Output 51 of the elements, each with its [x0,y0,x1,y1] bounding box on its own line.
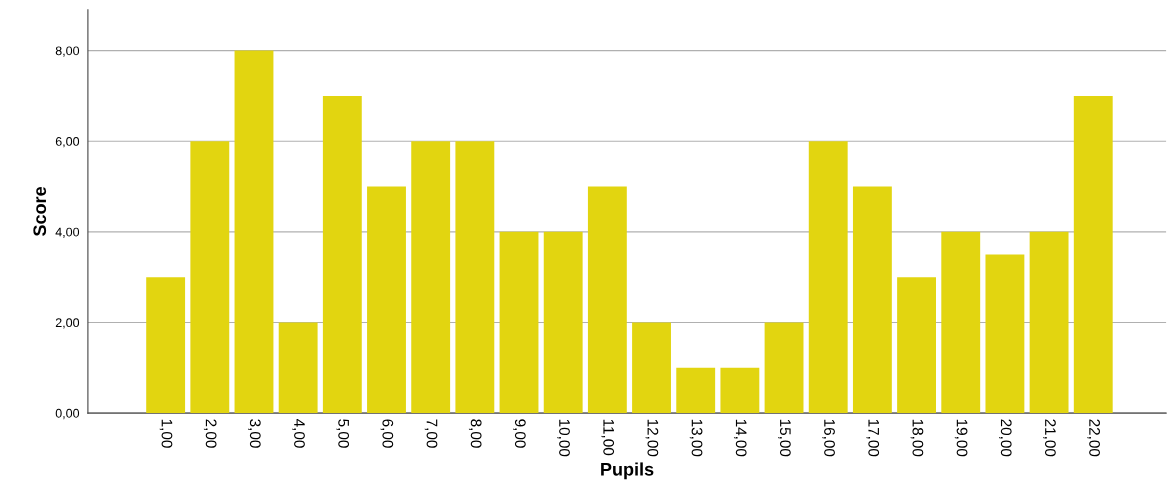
bar [234,50,274,414]
bar [190,141,230,414]
x-tick-label: 13,00 [689,419,703,457]
y-tick-label: 8,00 [55,46,80,57]
y-tick-label: 6,00 [55,137,80,148]
x-tick-label: 15,00 [778,419,791,457]
x-tick-label: 17,00 [866,419,880,457]
bar [764,322,804,414]
x-tick-label: 7,00 [424,419,438,448]
x-tick-label: 3,00 [248,419,261,448]
x-tick-label: 1,00 [159,419,173,448]
x-axis-title: Pupils [601,462,654,480]
bar [632,322,671,414]
y-axis-title: Score [33,186,47,237]
x-tick-label: 9,00 [513,419,526,448]
bar [455,141,495,414]
bar [897,277,936,414]
y-tick-label: 4,00 [55,227,80,238]
x-tick-label: 19,00 [954,419,968,457]
x-tick-label: 18,00 [910,419,924,457]
bar [322,95,362,414]
x-tick-label: 4,00 [292,418,305,448]
bar [808,141,848,414]
bar [146,277,186,414]
bar [278,322,318,414]
x-tick-label: 22,00 [1087,419,1100,457]
x-tick-label: 5,00 [336,419,350,448]
y-tick-label: 0,00 [55,408,80,420]
x-tick-label: 11,00 [601,419,615,456]
bar [1029,231,1069,414]
bar [1073,95,1113,414]
x-tick-label: 21,00 [1043,419,1056,457]
bar [367,186,406,414]
x-tick-label: 6,00 [380,419,394,448]
bar [852,186,892,414]
bar [587,186,627,414]
x-tick-label: 12,00 [645,419,659,457]
x-tick-label: 2,00 [203,419,217,448]
x-tick-label: 8,00 [468,419,482,448]
bar [411,141,451,414]
bar [720,367,760,414]
x-tick-label: 10,00 [557,419,570,457]
x-tick-label: 14,00 [733,419,747,457]
bar [543,231,583,414]
bar [941,231,981,414]
bar [985,254,1025,414]
bar [499,231,539,414]
x-tick-label: 20,00 [999,419,1012,457]
x-tick-label: 16,00 [822,419,835,457]
bar [676,367,716,414]
y-tick-label: 2,00 [55,318,80,329]
